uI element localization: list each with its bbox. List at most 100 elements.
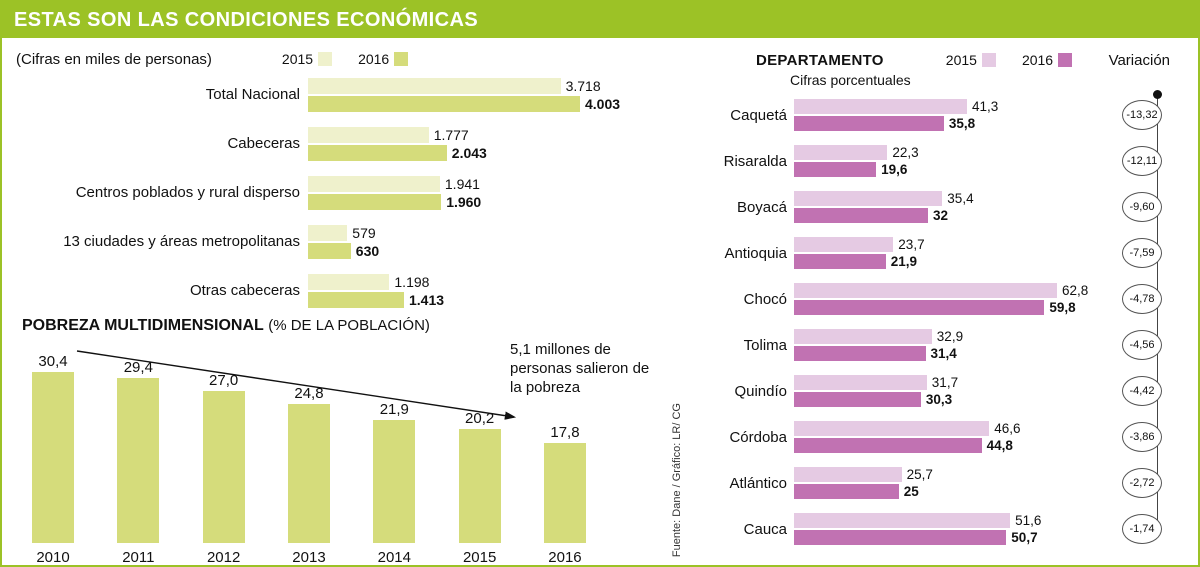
value-2016: 1.413 [409,291,445,308]
pobreza-year: 2010 [36,549,70,566]
pobreza-bar [287,403,330,543]
miles-bar-group: 1.198 1.413 [308,273,445,308]
header-bar: ESTAS SON LAS CONDICIONES ECONÓMICAS [2,2,1198,38]
variacion-badge: -4,78 [1122,284,1162,314]
value-2015: 23,7 [898,237,925,252]
bar-2015 [794,329,932,344]
source-credit: Fuente: Dane / Gráfico: LR/ CG [671,402,683,557]
departamento-legend: 2015 2016 [945,52,1073,68]
value-2015: 3.718 [565,77,601,94]
pobreza-value: 20,2 [465,410,495,428]
variacion-line [1156,98,1158,529]
bar-2015 [794,421,990,436]
miles-category-label: Total Nacional [205,86,300,103]
variacion-value: -3,86 [1129,431,1155,443]
pobreza-annotation: 5,1 millones de personas salieron de la … [510,341,650,396]
miles-subtitle: (Cifras en miles de personas) [16,50,212,68]
departamento-row: Antioquia 23,7 21,9 -7,59 [690,230,1198,276]
departamento-name: Cauca [743,520,787,538]
bar-2015 [794,467,902,482]
variacion-value: -1,74 [1129,523,1155,535]
miles-category-label: Otras cabeceras [189,282,300,299]
value-2016: 30,3 [925,392,953,407]
pobreza-column: 30,4 2010 [32,353,74,566]
departamento-row: Risaralda 22,3 19,6 -12,11 [690,138,1198,184]
pobreza-value: 21,9 [379,400,409,418]
value-2015: 31,7 [931,375,959,390]
pobreza-column: 21,9 2014 [373,400,416,566]
departamento-bar-group: 31,7 30,3 [794,375,958,407]
legend-2015-swatch [318,52,333,66]
bar-2016 [308,144,447,161]
departamento-bar-group: 46,6 44,8 [794,421,1020,453]
variacion-value: -7,59 [1129,247,1155,259]
pobreza-bar [202,391,245,543]
pobreza-title: POBREZA MULTIDIMENSIONAL [22,317,264,334]
legend-2016-label: 2016 [358,51,390,67]
bar-2015 [794,283,1057,298]
miles-header-row: (Cifras en miles de personas) 2015 2016 [16,48,664,70]
pobreza-bar [543,442,586,543]
value-2015: 62,8 [1062,283,1089,298]
bar-2015 [794,145,888,160]
variacion-badge: -4,56 [1122,330,1162,360]
pobreza-column: 17,8 2016 [543,423,586,565]
variacion-badge: -12,11 [1122,146,1162,176]
value-2015: 35,4 [947,191,974,206]
value-2016: 32 [933,208,949,223]
departamento-bar-group: 22,3 19,6 [794,145,919,177]
miles-category-label: 13 ciudades y áreas metropolitanas [63,233,300,250]
chart-departamentos: DEPARTAMENTO 2015 2016 Variación Cifras … [690,38,1198,565]
value-2015: 32,9 [936,329,964,344]
departamento-bar-group: 62,8 59,8 [794,283,1088,315]
miles-row: Otras cabeceras 1.198 1.413 [16,266,664,315]
bar-2016 [308,291,404,308]
variacion-label: Variación [1108,51,1170,69]
value-2015: 1.198 [394,273,430,290]
pobreza-value: 17,8 [550,423,580,441]
variacion-value: -4,56 [1129,339,1155,351]
variacion-badge: -9,60 [1122,192,1162,222]
departamento-bar-group: 41,3 35,8 [794,99,998,131]
value-2015: 579 [352,224,376,241]
bar-2015 [794,99,967,114]
chart-pobreza: POBREZA MULTIDIMENSIONAL (% DE LA POBLAC… [2,317,664,566]
departamento-row: Caquetá 41,3 35,8 -13,32 [690,92,1198,138]
bar-2015 [308,126,429,143]
departamento-name: Risaralda [723,152,787,170]
miles-category-label: Cabeceras [227,135,300,152]
value-2016: 44,8 [986,438,1013,453]
value-2015: 41,3 [972,99,999,114]
departamento-row: Quindío 31,7 30,3 -4,42 [690,368,1198,414]
pobreza-year: 2015 [462,549,497,566]
variacion-badge: -1,74 [1122,514,1162,544]
pobreza-column: 27,0 2012 [202,372,245,565]
variacion-badge: -13,32 [1122,100,1162,130]
value-2016: 4.003 [585,95,621,112]
legend-2015-label: 2015 [281,51,314,67]
departamento-bar-group: 23,7 21,9 [794,237,925,269]
pobreza-year: 2013 [292,549,326,566]
value-2015: 1.777 [433,126,469,143]
bar-2015 [794,237,894,252]
value-2016: 19,6 [881,162,908,177]
pobreza-bar [117,377,160,543]
bar-2015 [308,273,390,290]
pobreza-value: 29,4 [123,358,153,376]
legend-2015-label: 2015 [945,52,977,68]
value-2016: 25 [903,484,919,499]
bar-2016 [308,242,351,259]
pobreza-year: 2014 [377,549,411,566]
variacion-badge: -7,59 [1122,238,1162,268]
pobreza-value: 24,8 [294,384,324,402]
pobreza-bar [458,429,501,543]
value-2016: 35,8 [948,116,976,131]
chart-miles-de-personas: (Cifras en miles de personas) 2015 2016 … [2,38,664,315]
variacion-line-dot [1152,90,1162,99]
bar-2016 [794,484,899,499]
bar-2016 [794,346,926,361]
bar-2015 [308,175,440,192]
bar-2016 [794,162,877,177]
pobreza-column: 20,2 2015 [458,410,501,566]
